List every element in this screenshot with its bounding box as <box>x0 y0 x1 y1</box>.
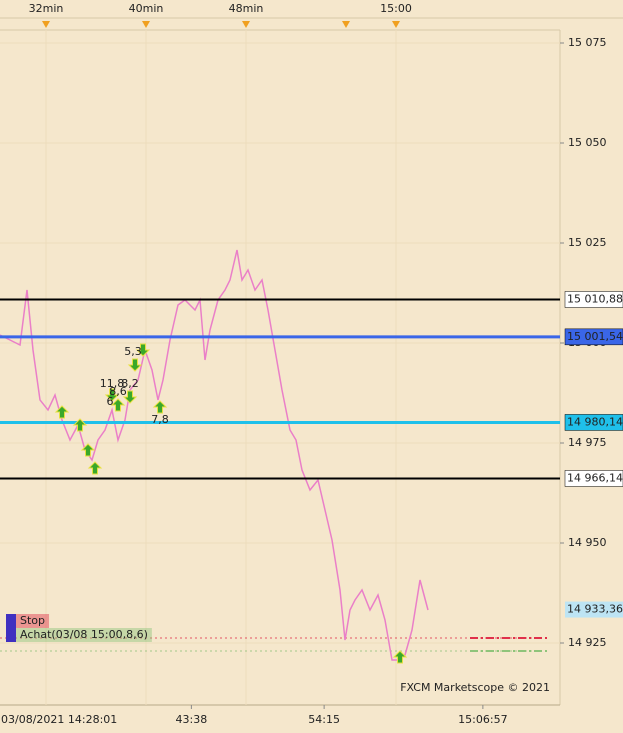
signal-label: 5,3 <box>124 345 142 358</box>
event-marker <box>142 21 150 28</box>
signal-arrow <box>152 400 168 414</box>
signal-arrow <box>127 358 143 372</box>
y-tick-label: 14 950 <box>568 536 607 549</box>
level-label: 14 966,14 <box>567 471 623 484</box>
order-legend-box <box>16 628 152 642</box>
signal-label: 7,8 <box>151 413 169 426</box>
y-tick-label: 14 925 <box>568 636 607 649</box>
signal-arrow <box>87 461 103 475</box>
y-tick-label: 15 050 <box>568 136 607 149</box>
y-tick-label: 14 975 <box>568 436 607 449</box>
order-legend-box <box>16 614 50 628</box>
level-label-box <box>564 414 623 431</box>
signal-label: 6 <box>107 395 114 408</box>
order-legend-label: Stop <box>20 614 45 627</box>
level-label: 14 980,14 <box>567 415 623 428</box>
signal-arrow <box>135 343 151 357</box>
last-price-box <box>565 601 623 618</box>
signal-arrow <box>392 650 408 664</box>
x-tick-label: 43:38 <box>176 713 208 726</box>
event-marker <box>242 21 250 28</box>
level-label: 15 001,54 <box>567 330 623 343</box>
watermark: FXCM Marketscope © 2021 <box>400 681 550 694</box>
level-label-box <box>564 291 623 308</box>
order-legend-label: Achat(03/08 15:00,8,6) <box>20 628 148 641</box>
order-legend-swatch <box>6 614 16 628</box>
order-legend-swatch <box>6 628 16 642</box>
y-tick-label: 15 075 <box>568 36 607 49</box>
signal-arrow <box>122 390 138 404</box>
top-tick-label: 48min <box>229 2 264 15</box>
signal-arrow <box>80 443 96 457</box>
signal-arrow <box>104 388 120 402</box>
level-label: 15 010,88 <box>567 292 623 305</box>
top-tick-label: 15:00 <box>380 2 412 15</box>
signal-arrow <box>54 405 70 419</box>
event-marker <box>42 21 50 28</box>
event-marker <box>342 21 350 28</box>
last-price-label: 14 933,36 <box>567 603 623 616</box>
signal-arrow <box>72 418 88 432</box>
x-tick-label: 15:06:57 <box>458 713 507 726</box>
x-tick-label: 54:15 <box>308 713 340 726</box>
y-tick-label: 15 025 <box>568 236 607 249</box>
x-tick-label: 03/08/2021 14:28:01 <box>1 713 117 726</box>
event-marker <box>392 21 400 28</box>
signal-label: 11,8 <box>100 377 125 390</box>
level-label-box <box>564 328 623 346</box>
top-tick-label: 40min <box>129 2 164 15</box>
signal-arrow <box>110 398 126 412</box>
level-label-box <box>564 470 623 487</box>
signal-label: 8,2 <box>121 377 139 390</box>
signal-label: 8,6 <box>109 385 127 398</box>
top-tick-label: 32min <box>29 2 64 15</box>
